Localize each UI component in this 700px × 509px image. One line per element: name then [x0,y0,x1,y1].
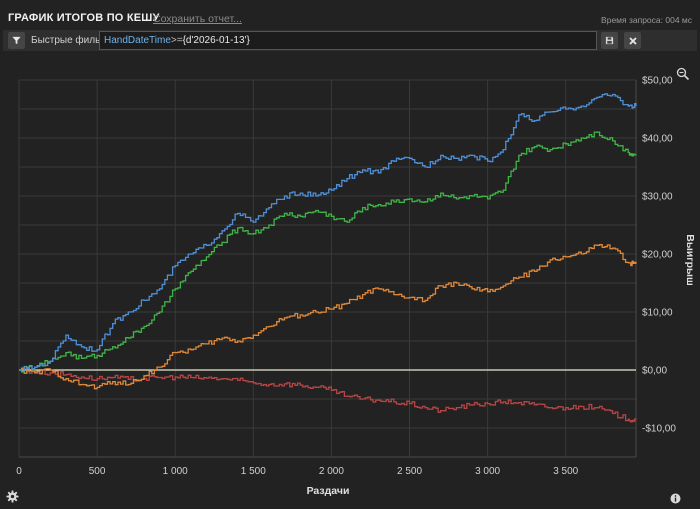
info-icon [670,493,681,504]
x-tick-label: 500 [89,466,106,477]
report-header: ГРАФИК ИТОГОВ ПО КЕШУ Сохранить отчет...… [0,0,700,30]
gear-icon [6,490,19,503]
y-tick-label: $10,00 [642,308,673,319]
settings-button[interactable] [6,490,19,503]
quick-filter-label: Быстрые фильтры [31,35,101,46]
filter-field: HandDateTime [104,35,171,46]
x-axis-ticks: 0 500 1 000 1 500 2 000 2 500 3 000 3 500 [16,466,578,477]
y-tick-label: $30,00 [642,192,673,203]
clear-filter-button[interactable] [624,32,641,49]
y-axis-ticks: $50,00 $40,00 $30,00 $20,00 $10,00 $0,00 -$10,… [642,76,676,435]
filter-value: {d'2026-01-13'} [182,35,250,46]
chart-series [19,93,637,423]
x-tick-label: 0 [16,466,22,477]
save-report-link[interactable]: Сохранить отчет... [153,13,242,25]
zoom-icon [676,67,690,81]
x-tick-label: 3 000 [475,466,500,477]
y-tick-label: $20,00 [642,250,673,261]
series-line-blue [19,93,637,372]
x-tick-label: 3 500 [553,466,578,477]
filter-icon [12,36,21,45]
series-line-red [19,368,637,423]
close-icon [628,36,637,45]
save-icon [605,36,614,45]
info-button[interactable] [670,491,681,504]
x-tick-label: 1 000 [163,466,188,477]
x-tick-label: 2 000 [319,466,344,477]
y-tick-label: $0,00 [642,366,667,377]
filter-operator: >= [170,35,183,46]
filter-button[interactable] [8,32,25,49]
x-axis-label: Раздачи [307,485,350,497]
cash-results-chart: 0 500 1 000 1 500 2 000 2 500 3 000 3 500 $50,0… [16,76,696,498]
series-line-orange [19,244,637,390]
save-filter-button[interactable] [601,32,618,49]
y-tick-label: -$10,00 [642,424,676,435]
series-line-green [19,131,637,373]
report-title: ГРАФИК ИТОГОВ ПО КЕШУ [8,12,160,24]
filter-expression-input[interactable]: HandDateTime>={d'2026-01-13'} [99,31,597,50]
quick-filter-bar: Быстрые фильтры HandDateTime>={d'2026-01… [3,30,697,51]
chart-grid [18,79,637,458]
y-tick-label: $40,00 [642,134,673,145]
y-tick-label: $50,00 [642,76,673,87]
zoom-button[interactable] [676,67,690,81]
y-axis-label: Выигрыш [684,234,696,286]
query-time-text: Время запроса: 004 мс [601,15,692,25]
x-tick-label: 1 500 [241,466,266,477]
x-tick-label: 2 500 [397,466,422,477]
